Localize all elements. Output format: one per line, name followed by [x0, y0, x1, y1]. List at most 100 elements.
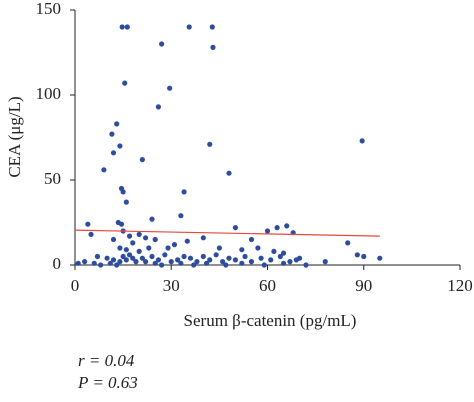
x-tick-label: 120 [447, 276, 473, 295]
point [200, 235, 206, 241]
point [226, 170, 232, 176]
point [171, 242, 178, 248]
point [142, 259, 149, 265]
point [110, 236, 117, 243]
annotation: r = 0.04 [78, 351, 135, 370]
point [136, 248, 142, 254]
point [248, 259, 255, 265]
point [85, 221, 91, 227]
point [123, 257, 129, 263]
point [94, 253, 101, 260]
point [287, 259, 293, 265]
y-tick-label: 50 [44, 169, 61, 188]
point [149, 253, 155, 260]
x-tick-label: 90 [355, 276, 372, 295]
point [261, 262, 267, 268]
point [207, 257, 213, 263]
point [280, 250, 287, 256]
point [130, 240, 136, 246]
point [232, 225, 239, 231]
x-tick-label: 0 [71, 276, 80, 295]
point [207, 141, 213, 147]
point [149, 216, 155, 222]
point [155, 104, 162, 110]
point [110, 150, 117, 156]
point [242, 253, 248, 260]
point [126, 233, 133, 239]
point [203, 260, 210, 266]
point [107, 260, 113, 266]
trend-line [74, 229, 380, 237]
point [139, 157, 145, 163]
point [91, 260, 97, 266]
point [239, 247, 245, 253]
point [123, 247, 129, 253]
point [258, 255, 264, 261]
point [223, 262, 229, 268]
y-axis-label: CEA (μg/L) [5, 96, 24, 177]
point [75, 260, 81, 266]
point [124, 24, 130, 30]
point [354, 252, 360, 258]
point [117, 245, 123, 251]
point [152, 236, 158, 243]
point [248, 236, 255, 243]
point [109, 131, 115, 137]
point [159, 41, 165, 47]
point [303, 262, 309, 268]
point [122, 80, 128, 86]
point [146, 245, 152, 251]
point [226, 255, 232, 261]
y-tick-label: 100 [36, 84, 62, 103]
point [133, 259, 139, 265]
point [82, 259, 88, 265]
point [101, 167, 107, 173]
point [168, 259, 174, 265]
point [239, 260, 245, 266]
y-tick-label: 0 [53, 254, 62, 273]
point [186, 24, 192, 30]
y-tick-label: 150 [36, 0, 62, 18]
point [178, 213, 184, 219]
point [280, 260, 287, 266]
point [175, 257, 181, 263]
point [167, 85, 173, 91]
point [114, 121, 120, 127]
point [114, 262, 120, 268]
point [159, 262, 165, 268]
point [130, 255, 136, 261]
point [117, 259, 123, 265]
point [359, 138, 365, 144]
point [155, 257, 162, 263]
point [377, 255, 383, 261]
point [232, 257, 239, 263]
point [264, 228, 271, 234]
point [120, 189, 126, 195]
x-axis-label: Serum β-catenin (pg/mL) [184, 311, 357, 330]
point [187, 255, 194, 261]
point [181, 189, 187, 195]
point [119, 24, 125, 30]
point [191, 262, 197, 268]
point [139, 255, 145, 261]
point [123, 199, 129, 205]
point [255, 245, 261, 251]
point [296, 255, 303, 261]
point [142, 235, 149, 241]
point [152, 260, 158, 266]
point [110, 257, 117, 263]
point [184, 238, 190, 244]
point [216, 245, 222, 251]
x-tick-label: 60 [259, 276, 276, 295]
point [200, 253, 206, 260]
point [104, 255, 110, 261]
annotation: P = 0.63 [77, 373, 138, 392]
point [88, 231, 94, 237]
point [219, 259, 226, 265]
point [98, 262, 104, 268]
point [136, 231, 142, 237]
point [120, 253, 126, 260]
point [284, 223, 290, 229]
point [322, 259, 328, 265]
